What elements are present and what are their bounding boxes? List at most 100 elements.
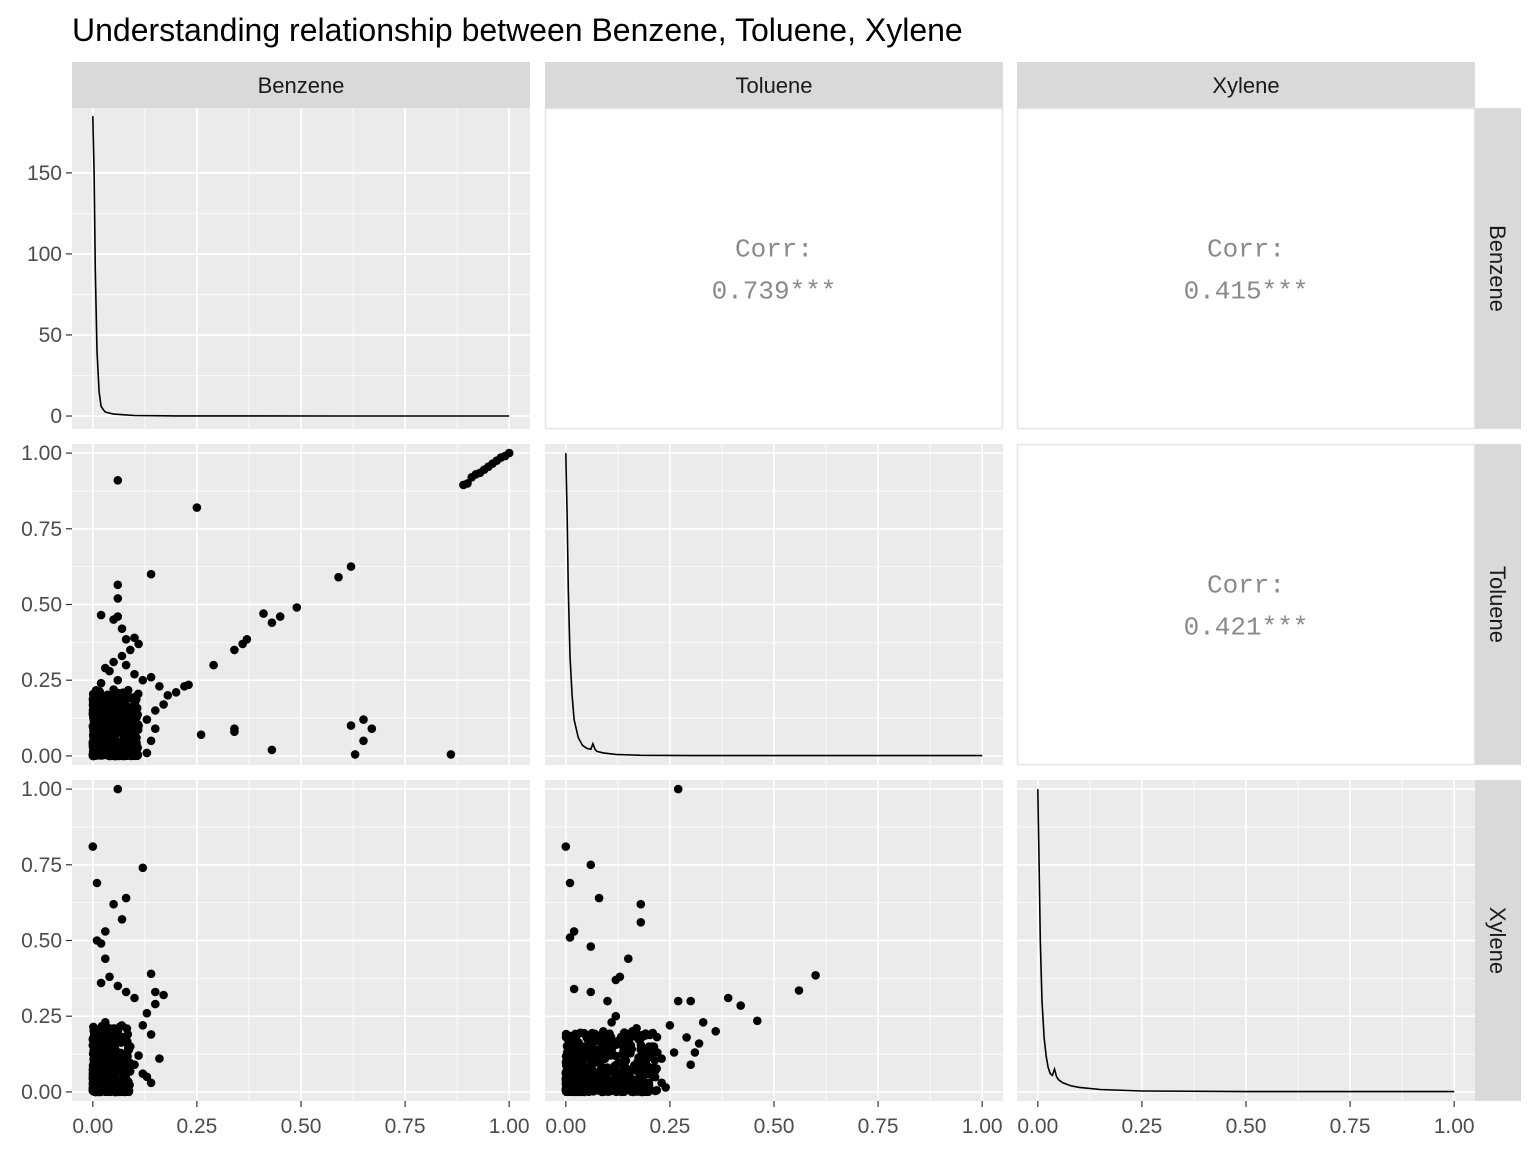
data-point xyxy=(117,624,127,633)
data-point xyxy=(624,954,633,963)
data-point xyxy=(101,1085,111,1095)
data-point xyxy=(118,688,128,697)
data-point xyxy=(601,1044,610,1054)
data-point xyxy=(113,784,123,794)
data-point xyxy=(620,1075,630,1085)
data-point xyxy=(101,927,110,936)
data-point xyxy=(589,1068,599,1078)
data-point xyxy=(586,942,596,951)
chart-title: Understanding relationship between Benze… xyxy=(72,12,963,48)
y-tick-label: 0.00 xyxy=(21,745,62,768)
data-point xyxy=(142,1008,152,1018)
data-point xyxy=(686,1060,695,1069)
data-point xyxy=(91,1076,101,1085)
data-point xyxy=(629,1087,638,1097)
data-point xyxy=(105,972,114,982)
data-point xyxy=(155,1054,164,1063)
correlation-label: Corr: xyxy=(1207,235,1285,265)
data-point xyxy=(116,1022,125,1031)
data-point xyxy=(120,714,129,723)
data-point xyxy=(334,572,343,582)
data-point xyxy=(275,612,285,621)
y-tick-label: 1.00 xyxy=(21,442,62,465)
x-tick-label: 0.50 xyxy=(1226,1115,1267,1138)
y-tick-label: 0.75 xyxy=(21,854,62,877)
data-point xyxy=(650,1072,660,1082)
data-point xyxy=(130,993,139,1003)
data-point xyxy=(88,842,98,851)
data-point xyxy=(146,1078,156,1088)
data-point xyxy=(112,1084,121,1093)
data-point xyxy=(134,1051,143,1060)
data-point xyxy=(113,476,123,485)
data-point xyxy=(595,1081,604,1090)
data-point xyxy=(113,594,123,603)
y-tick-label: 150 xyxy=(27,162,62,185)
data-point xyxy=(639,1054,648,1063)
x-tick-label: 0.75 xyxy=(385,1115,426,1138)
data-point xyxy=(569,984,579,994)
data-point xyxy=(94,750,103,760)
data-point xyxy=(97,727,107,736)
data-point xyxy=(346,721,356,730)
data-point xyxy=(184,680,193,690)
x-tick-label: 0.25 xyxy=(176,1115,217,1138)
data-point xyxy=(209,660,218,670)
data-point xyxy=(130,633,139,643)
data-point xyxy=(346,562,356,571)
data-point xyxy=(504,448,514,458)
data-point xyxy=(350,750,360,759)
data-point xyxy=(584,1033,593,1042)
data-point xyxy=(121,660,131,670)
data-point xyxy=(652,1086,662,1095)
data-point xyxy=(89,716,99,726)
data-point xyxy=(124,1045,134,1055)
data-point xyxy=(151,987,160,997)
data-point xyxy=(359,715,368,724)
data-point xyxy=(121,893,131,903)
column-strip-xylene xyxy=(1017,62,1475,108)
correlation-panel xyxy=(1016,443,1476,766)
data-point xyxy=(146,969,156,979)
correlation-label: Corr: xyxy=(1207,571,1285,601)
data-point xyxy=(561,842,571,851)
data-point xyxy=(95,1041,104,1050)
data-point xyxy=(109,685,118,694)
data-point xyxy=(142,748,152,758)
data-point xyxy=(138,675,148,685)
data-point xyxy=(636,918,646,927)
data-point xyxy=(134,639,143,649)
data-point xyxy=(615,1085,624,1095)
density-curve-xylene xyxy=(1037,789,1455,1093)
data-point xyxy=(103,716,113,726)
data-point xyxy=(93,696,103,706)
scatter-cluster xyxy=(561,1028,662,1097)
y-tick-label: 0.25 xyxy=(21,1005,62,1028)
data-point xyxy=(130,692,140,702)
data-point xyxy=(121,987,131,997)
data-point xyxy=(673,996,683,1006)
data-point xyxy=(590,1035,600,1045)
data-point xyxy=(753,1016,762,1026)
x-tick-label: 1.00 xyxy=(962,1115,1003,1138)
data-point xyxy=(650,1066,660,1076)
data-point xyxy=(146,569,156,579)
correlation-value: 0.739*** xyxy=(712,277,837,307)
correlation-value: 0.415*** xyxy=(1184,277,1309,307)
data-point xyxy=(811,971,820,980)
data-point xyxy=(146,672,156,682)
data-point xyxy=(101,954,110,963)
data-point xyxy=(575,1055,585,1064)
y-tick-label: 0.50 xyxy=(21,594,62,617)
x-tick-label: 0.00 xyxy=(545,1115,586,1138)
data-point xyxy=(130,669,139,679)
data-point xyxy=(657,1054,666,1063)
data-point xyxy=(102,1032,111,1041)
y-tick-label: 1.00 xyxy=(21,778,62,801)
data-point xyxy=(96,939,106,948)
x-tick-label: 0.50 xyxy=(754,1115,795,1138)
data-point xyxy=(108,1075,118,1085)
data-point xyxy=(595,1053,604,1062)
data-point xyxy=(661,1083,670,1092)
